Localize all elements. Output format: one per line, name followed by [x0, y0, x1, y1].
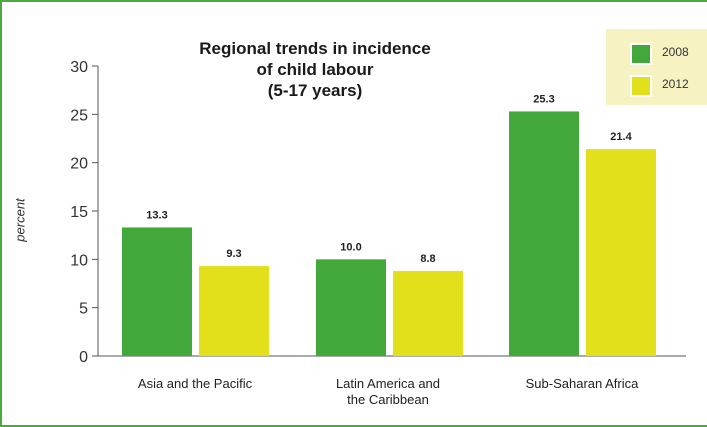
chart-title-line: of child labour: [256, 60, 374, 79]
y-tick-label: 25: [70, 107, 88, 124]
bar-value-label: 21.4: [610, 131, 632, 143]
bar-value-label: 8.8: [420, 253, 435, 265]
category-label-latin-america: Latin America and the Caribbean: [303, 376, 473, 408]
legend-swatch-2012: [630, 75, 652, 97]
y-tick-label: 15: [70, 204, 88, 221]
category-label-line: Sub-Saharan Africa: [525, 376, 639, 391]
bar-value-label: 10.0: [340, 241, 361, 253]
bar: [586, 149, 656, 356]
category-label-line: the Caribbean: [347, 392, 429, 407]
bar: [122, 227, 192, 356]
bar-value-label: 25.3: [533, 93, 554, 105]
chart-title: Regional trends in incidence of child la…: [170, 38, 460, 101]
bar: [393, 270, 463, 356]
category-label-asia-pacific: Asia and the Pacific: [110, 376, 280, 392]
legend-label-2008: 2008: [662, 45, 689, 59]
y-tick-label: 0: [79, 349, 88, 366]
y-tick-label: 20: [70, 156, 88, 173]
bar: [199, 266, 269, 356]
category-label-line: Latin America and: [335, 376, 441, 391]
y-tick-label: 10: [70, 252, 88, 269]
chart-title-line: (5-17 years): [267, 81, 363, 100]
bar-value-label: 13.3: [146, 209, 167, 221]
legend-swatch-2008: [630, 43, 652, 65]
y-tick-label: 30: [70, 59, 88, 76]
legend: 2008 2012: [606, 29, 707, 105]
category-label-sub-saharan-africa: Sub-Saharan Africa: [497, 376, 667, 392]
category-label-line: Asia and the Pacific: [137, 376, 253, 391]
y-tick-label: 5: [79, 301, 88, 318]
bar-value-label: 9.3: [226, 248, 241, 260]
chart-title-line: Regional trends in incidence: [199, 39, 431, 58]
bar: [316, 259, 386, 356]
y-axis-title: percent: [12, 198, 28, 242]
bar: [509, 111, 579, 356]
legend-label-2012: 2012: [662, 77, 689, 91]
